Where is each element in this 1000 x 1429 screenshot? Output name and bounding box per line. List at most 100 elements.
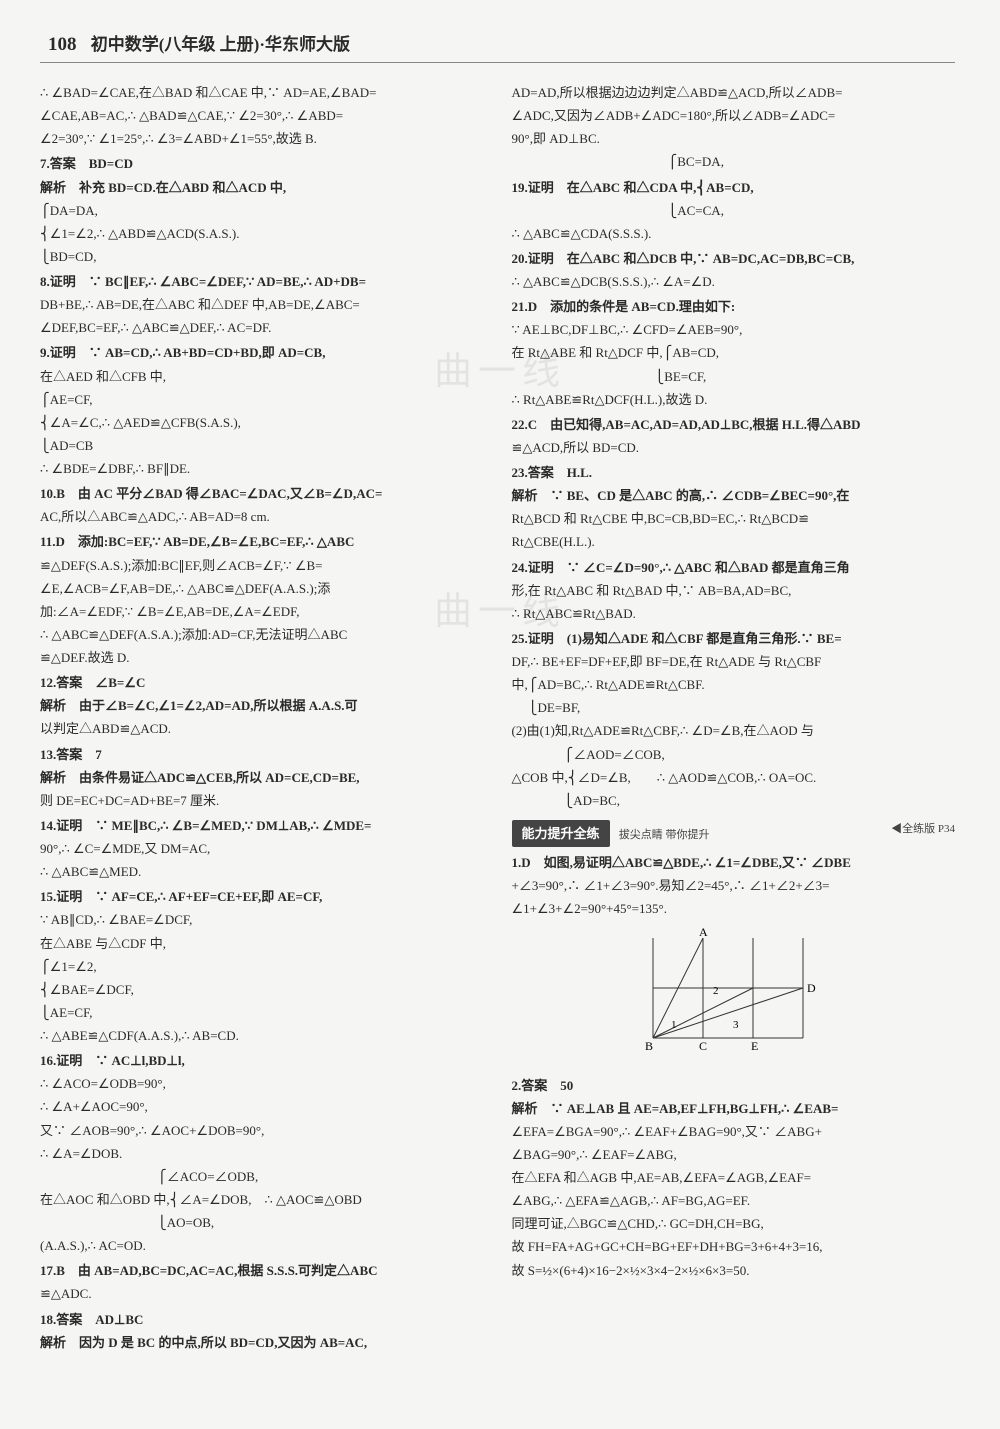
item-p1: 1.D 如图,易证明△ABC≌△BDE,∴ ∠1=∠DBE,又∵ ∠DBE <box>512 851 956 874</box>
text-line: 故 S=½×(6+4)×16−2×½×3×4−2×½×6×3=50. <box>512 1259 956 1282</box>
text-line: △COB 中,⎨∠D=∠B, ∴ △AOD≌△COB,∴ OA=OC. <box>512 766 956 789</box>
text-line: 解析 因为 D 是 BC 的中点,所以 BD=CD,又因为 AB=AC, <box>40 1331 484 1354</box>
text-line: 解析 ∵ BE、CD 是△ABC 的高,∴ ∠CDB=∠BEC=90°,在 <box>512 484 956 507</box>
text-line: ∴ △ABC≌△DEF(A.S.A.);添加:AD=CF,无法证明△ABC <box>40 623 484 646</box>
text-line: 中,⎧AD=BC,∴ Rt△ADE≌Rt△CBF. <box>512 673 956 696</box>
page-title: 初中数学(八年级 上册)·华东师大版 <box>91 35 350 54</box>
text-line: ⎧DA=DA, <box>40 199 484 222</box>
item-10: 10.B 由 AC 平分∠BAD 得∠BAC=∠DAC,又∠B=∠D,AC= <box>40 482 484 505</box>
svg-text:E: E <box>751 1039 758 1053</box>
text-line: ∠1+∠3+∠2=90°+45°=135°. <box>512 897 956 920</box>
page-header: 108 初中数学(八年级 上册)·华东师大版 <box>40 30 955 56</box>
text-line: ∠ADC,又因为∠ADB+∠ADC=180°,所以∠ADB=∠ADC= <box>512 104 956 127</box>
text-line: 90°,∴ ∠C=∠MDE,又 DM=AC, <box>40 837 484 860</box>
text-line: ⎩AE=CF, <box>40 1001 484 1024</box>
text-line: Rt△BCD 和 Rt△CBE 中,BC=CB,BD=EC,∴ Rt△BCD≌ <box>512 507 956 530</box>
text-line: ⎨∠1=∠2,∴ △ABD≌△ACD(S.A.S.). <box>40 222 484 245</box>
item-19: 19.证明 在△ABC 和△CDA 中,⎨AB=CD, <box>512 176 956 199</box>
item-7: 7.答案 BD=CD <box>40 152 484 175</box>
text-line: DF,∴ BE+EF=DF+EF,即 BF=DE,在 Rt△ADE 与 Rt△C… <box>512 650 956 673</box>
item-14: 14.证明 ∵ ME∥BC,∴ ∠B=∠MED,∵ DM⊥AB,∴ ∠MDE= <box>40 814 484 837</box>
item-p2: 2.答案 50 <box>512 1074 956 1097</box>
figure-triangle: A B C D E 1 2 3 <box>512 928 956 1065</box>
item-17: 17.B 由 AB=AD,BC=DC,AC=AC,根据 S.S.S.可判定△AB… <box>40 1259 484 1282</box>
svg-text:D: D <box>807 981 816 995</box>
text-line: (2)由(1)知,Rt△ADE≌Rt△CBF,∴ ∠D=∠B,在△AOD 与 <box>512 719 956 742</box>
text-line: +∠3=90°,∴ ∠1+∠3=90°.易知∠2=45°,∴ ∠1+∠2+∠3= <box>512 874 956 897</box>
item-23: 23.答案 H.L. <box>512 461 956 484</box>
text-line: ≌△DEF(S.A.S.);添加:BC∥EF,则∠ACB=∠F,∵ ∠B= <box>40 554 484 577</box>
text-line: AD=AD,所以根据边边边判定△ABD≌△ACD,所以∠ADB= <box>512 81 956 104</box>
text-line: 解析 由条件易证△ADC≌△CEB,所以 AD=CE,CD=BE, <box>40 766 484 789</box>
text-line: ⎧AE=CF, <box>40 388 484 411</box>
text-line: Rt△CBE(H.L.). <box>512 530 956 553</box>
svg-text:B: B <box>645 1039 653 1053</box>
item-21: 21.D 添加的条件是 AB=CD.理由如下: <box>512 295 956 318</box>
text-line: ∴ △ABC≌△CDA(S.S.S.). <box>512 222 956 245</box>
text-line: ∴ ∠BAD=∠CAE,在△BAD 和△CAE 中,∵ AD=AE,∠BAD= <box>40 81 484 104</box>
item-16: 16.证明 ∵ AC⊥l,BD⊥l, <box>40 1049 484 1072</box>
item-11: 11.D 添加:BC=EF,∵ AB=DE,∠B=∠E,BC=EF,∴ △ABC <box>40 530 484 553</box>
text-line: 又∵ ∠AOB=90°,∴ ∠AOC+∠DOB=90°, <box>40 1119 484 1142</box>
text-line: ⎧∠ACO=∠ODB, <box>40 1165 484 1188</box>
text-line: 在△AED 和△CFB 中, <box>40 365 484 388</box>
text-line: ∠E,∠ACB=∠F,AB=DE,∴ △ABC≌△DEF(A.A.S.);添 <box>40 577 484 600</box>
text-line: ∴ △ABE≌△CDF(A.A.S.),∴ AB=CD. <box>40 1024 484 1047</box>
text-line: ∴ ∠A=∠DOB. <box>40 1142 484 1165</box>
text-line: ≌△ACD,所以 BD=CD. <box>512 436 956 459</box>
item-9: 9.证明 ∵ AB=CD,∴ AB+BD=CD+BD,即 AD=CB, <box>40 341 484 364</box>
text-line: ∠ABG,∴ △EFA≌△AGB,∴ AF=BG,AG=EF. <box>512 1189 956 1212</box>
item-20: 20.证明 在△ABC 和△DCB 中,∵ AB=DC,AC=DB,BC=CB, <box>512 247 956 270</box>
text-line: ⎩AC=CA, <box>512 199 956 222</box>
text-line: ∠CAE,AB=AC,∴ △BAD≌△CAE,∵ ∠2=30°,∴ ∠ABD= <box>40 104 484 127</box>
item-25: 25.证明 (1)易知△ADE 和△CBF 都是直角三角形.∵ BE= <box>512 627 956 650</box>
text-line: ∵ AE⊥BC,DF⊥BC,∴ ∠CFD=∠AEB=90°, <box>512 318 956 341</box>
text-line: ∴ △ABC≌△DCB(S.S.S.),∴ ∠A=∠D. <box>512 270 956 293</box>
text-line: ⎩AO=OB, <box>40 1211 484 1234</box>
text-line: ⎩AD=BC, <box>512 789 956 812</box>
text-line: (A.A.S.),∴ AC=OD. <box>40 1234 484 1257</box>
item-15: 15.证明 ∵ AF=CE,∴ AF+EF=CE+EF,即 AE=CF, <box>40 885 484 908</box>
page-number: 108 <box>48 34 77 55</box>
text-line: 在△AOC 和△OBD 中,⎨∠A=∠DOB, ∴ △AOC≌△OBD <box>40 1188 484 1211</box>
text-line: ∴ △ABC≌△MED. <box>40 860 484 883</box>
text-line: ⎧∠1=∠2, <box>40 955 484 978</box>
item-8: 8.证明 ∵ BC∥EF,∴ ∠ABC=∠DEF,∵ AD=BE,∴ AD+DB… <box>40 270 484 293</box>
text-line: 90°,即 AD⊥BC. <box>512 127 956 150</box>
banner-subtitle: 拔尖点睛 带你提升 <box>619 829 710 841</box>
svg-text:3: 3 <box>733 1019 739 1031</box>
item-18: 18.答案 AD⊥BC <box>40 1308 484 1331</box>
text-line: ⎨∠BAE=∠DCF, <box>40 978 484 1001</box>
text-line: ∴ Rt△ABC≌Rt△BAD. <box>512 602 956 625</box>
header-rule <box>40 62 955 63</box>
svg-text:1: 1 <box>671 1019 677 1031</box>
text-line: 在△EFA 和△AGB 中,AE=AB,∠EFA=∠AGB,∠EAF= <box>512 1166 956 1189</box>
text-line: 解析 由于∠B=∠C,∠1=∠2,AD=AD,所以根据 A.A.S.可 <box>40 694 484 717</box>
section-banner: 能力提升全练 拔尖点睛 带你提升 ◀全练版 P34 <box>512 820 956 847</box>
item-13: 13.答案 7 <box>40 743 484 766</box>
text-line: ∴ Rt△ABE≌Rt△DCF(H.L.),故选 D. <box>512 388 956 411</box>
banner-pageref: ◀全练版 P34 <box>891 820 955 840</box>
svg-text:2: 2 <box>713 985 719 997</box>
text-line: 解析 补充 BD=CD.在△ABD 和△ACD 中, <box>40 176 484 199</box>
text-line: 同理可证,△BGC≌△CHD,∴ GC=DH,CH=BG, <box>512 1212 956 1235</box>
triangle-svg: A B C D E 1 2 3 <box>633 928 833 1058</box>
text-line: ⎩BD=CD, <box>40 245 484 268</box>
text-line: ⎧∠AOD=∠COB, <box>512 743 956 766</box>
text-line: DB+BE,∴ AB=DE,在△ABC 和△DEF 中,AB=DE,∠ABC= <box>40 293 484 316</box>
item-24: 24.证明 ∵ ∠C=∠D=90°,∴ △ABC 和△BAD 都是直角三角 <box>512 556 956 579</box>
text-line: ≌△DEF.故选 D. <box>40 646 484 669</box>
text-line: ≌△ADC. <box>40 1282 484 1305</box>
text-line: ⎩DE=BF, <box>512 696 956 719</box>
text-line: ⎩AD=CB <box>40 434 484 457</box>
svg-text:A: A <box>699 928 708 939</box>
text-line: ∴ ∠BDE=∠DBF,∴ BF∥DE. <box>40 457 484 480</box>
text-line: 在 Rt△ABE 和 Rt△DCF 中,⎧AB=CD, <box>512 341 956 364</box>
text-line: 以判定△ABD≌△ACD. <box>40 717 484 740</box>
text-line: 解析 ∵ AE⊥AB 且 AE=AB,EF⊥FH,BG⊥FH,∴ ∠EAB= <box>512 1097 956 1120</box>
text-line: ∠BAG=90°,∴ ∠EAF=∠ABG, <box>512 1143 956 1166</box>
text-line: ⎨∠A=∠C,∴ △AED≌△CFB(S.A.S.), <box>40 411 484 434</box>
svg-text:C: C <box>699 1039 707 1053</box>
text-line: 加:∠A=∠EDF,∵ ∠B=∠E,AB=DE,∠A=∠EDF, <box>40 600 484 623</box>
text-line: ∵ AB∥CD,∴ ∠BAE=∠DCF, <box>40 908 484 931</box>
